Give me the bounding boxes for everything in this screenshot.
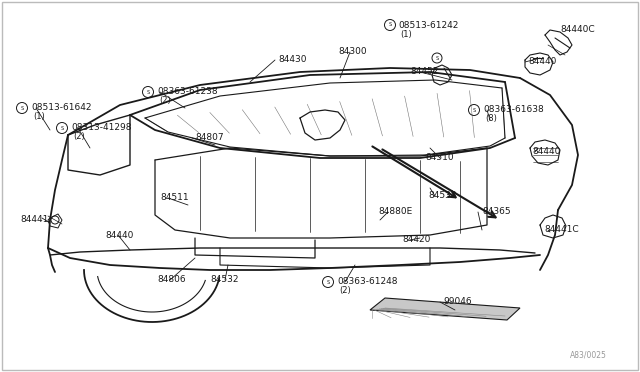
- Text: 84430: 84430: [278, 55, 307, 64]
- Text: (8): (8): [485, 113, 497, 122]
- Text: 84440: 84440: [532, 148, 561, 157]
- Text: 84440C: 84440C: [560, 26, 595, 35]
- Text: 08363-61248: 08363-61248: [337, 278, 397, 286]
- Text: S: S: [20, 106, 24, 110]
- Text: 08313-41298: 08313-41298: [71, 124, 131, 132]
- Text: 99046: 99046: [443, 298, 472, 307]
- Text: (2): (2): [159, 96, 171, 105]
- Text: 84510: 84510: [425, 154, 454, 163]
- Text: 84441: 84441: [20, 215, 49, 224]
- Text: (1): (1): [33, 112, 45, 121]
- Text: S: S: [472, 108, 476, 112]
- Text: 08363-61638: 08363-61638: [483, 106, 544, 115]
- Polygon shape: [370, 298, 520, 320]
- Text: 84511: 84511: [160, 193, 189, 202]
- Text: 84440: 84440: [105, 231, 133, 240]
- Text: S: S: [388, 22, 392, 28]
- Text: 84452: 84452: [410, 67, 438, 77]
- Text: 84807: 84807: [195, 134, 223, 142]
- Text: 08363-61238: 08363-61238: [157, 87, 218, 96]
- Text: 84806: 84806: [157, 276, 186, 285]
- Text: S: S: [326, 279, 330, 285]
- Text: 84441C: 84441C: [544, 225, 579, 234]
- Text: 84532: 84532: [210, 276, 239, 285]
- Text: 84440: 84440: [528, 58, 556, 67]
- Text: 84300: 84300: [338, 48, 367, 57]
- Text: A83/0025: A83/0025: [570, 350, 607, 359]
- Text: 08513-61642: 08513-61642: [31, 103, 92, 112]
- Text: S: S: [147, 90, 150, 94]
- Text: 84365: 84365: [482, 208, 511, 217]
- Text: (2): (2): [339, 285, 351, 295]
- Text: 84880E: 84880E: [378, 208, 412, 217]
- Text: S: S: [435, 55, 438, 61]
- Text: S: S: [60, 125, 63, 131]
- Text: 84420: 84420: [402, 235, 430, 244]
- Text: (2): (2): [73, 131, 84, 141]
- Text: (1): (1): [400, 29, 412, 38]
- Text: 08513-61242: 08513-61242: [398, 20, 458, 29]
- Text: 84533: 84533: [428, 192, 456, 201]
